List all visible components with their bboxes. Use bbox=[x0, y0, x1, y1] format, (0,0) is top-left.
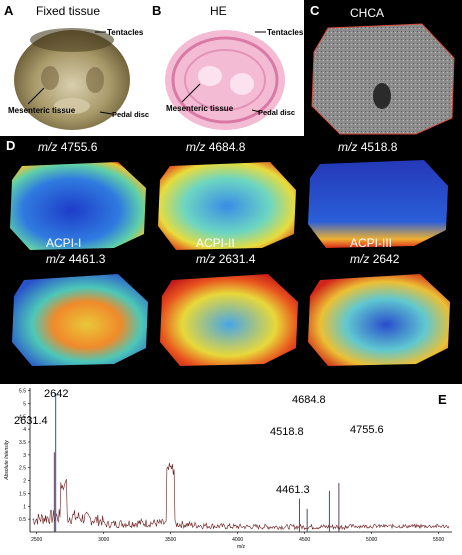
panel-a-title: Fixed tissue bbox=[36, 4, 101, 18]
image-5-prefix: m/z bbox=[196, 252, 216, 266]
image-3-prefix: m/z bbox=[338, 140, 358, 154]
y-tick-label-10: 0.5 bbox=[19, 517, 26, 523]
image-5-name: ACPI-II bbox=[196, 236, 235, 250]
x-tick-label-6: 5500 bbox=[433, 537, 444, 543]
panel-c-title: CHCA bbox=[350, 6, 385, 20]
mass-spectrum-chart: 5.5 5 4.5 4 3.5 3 2.5 2 1.5 1 0.5 2500 3000 3500 4000 4… bbox=[4, 388, 452, 550]
image-4-name: ACPI-I bbox=[46, 236, 82, 250]
x-tick-label-2: 3500 bbox=[165, 537, 176, 543]
label-a-mesenteric: Mesenteric tissue bbox=[8, 106, 76, 115]
peak-label-4755: 4755.6 bbox=[350, 424, 384, 436]
image-6-name: ACPI-III bbox=[350, 236, 393, 250]
x-axis-label: m/z bbox=[237, 544, 246, 550]
peak-label-4461: 4461.3 bbox=[276, 484, 310, 496]
panel-letter-b: B bbox=[152, 3, 162, 18]
image-label-3: m/z 4518.8 bbox=[338, 140, 397, 154]
image-1-value: 4755.6 bbox=[60, 140, 98, 154]
label-a-pedal: Pedal disc bbox=[112, 110, 150, 119]
label-a-tentacles: Tentacles bbox=[107, 28, 144, 37]
y-tick-label-3: 4 bbox=[23, 427, 26, 433]
panel-letter-c: C bbox=[310, 3, 320, 18]
ms-heatmaps bbox=[10, 160, 450, 366]
y-tick-label-7: 2 bbox=[23, 479, 26, 485]
y-tick-label-5: 3 bbox=[23, 453, 26, 459]
x-tick-label-5: 5000 bbox=[366, 537, 377, 543]
image-label-5: m/z 2631.4 bbox=[196, 252, 255, 266]
fixed-tissue-photo bbox=[14, 28, 130, 130]
spectrum-trace bbox=[32, 462, 450, 531]
y-tick-label-2: 4.5 bbox=[19, 414, 26, 420]
image-label-6: m/z 2642 bbox=[350, 252, 399, 266]
x-tick-label-0: 2500 bbox=[31, 537, 42, 543]
image-4-value: 4461.3 bbox=[68, 252, 106, 266]
y-tick-label-1: 5 bbox=[23, 401, 26, 407]
image-5-value: 2631.4 bbox=[218, 252, 256, 266]
panel-letter-e: E bbox=[438, 392, 447, 407]
y-tick-label-4: 3.5 bbox=[19, 440, 26, 446]
peak-label-4684: 4684.8 bbox=[292, 394, 326, 406]
y-tick-label-8: 1.5 bbox=[19, 491, 26, 497]
y-tick-label-0: 5.5 bbox=[19, 389, 26, 395]
peak-label-2642: 2642 bbox=[44, 388, 69, 400]
label-b-mesenteric: Mesenteric tissue bbox=[166, 104, 234, 113]
image-label-1: m/z 4755.6 bbox=[38, 140, 97, 154]
he-stained-section bbox=[165, 30, 285, 130]
mass-spectrum-panel: 5.5 5 4.5 4 3.5 3 2.5 2 1.5 1 0.5 2500 3000 3500 4000 4… bbox=[0, 384, 462, 550]
image-3-value: 4518.8 bbox=[360, 140, 398, 154]
x-tick-label-4: 4500 bbox=[299, 537, 310, 543]
panel-b-title: HE bbox=[210, 4, 227, 18]
image-label-2: m/z 4684.8 bbox=[186, 140, 245, 154]
image-label-4: m/z 4461.3 bbox=[46, 252, 105, 266]
image-1-prefix: m/z bbox=[38, 140, 58, 154]
image-4-prefix: m/z bbox=[46, 252, 66, 266]
x-tick-label-1: 3000 bbox=[98, 537, 109, 543]
chca-matrix-image bbox=[311, 23, 455, 135]
panel-letter-a: A bbox=[4, 3, 14, 18]
image-6-prefix: m/z bbox=[350, 252, 370, 266]
panel-letter-d: D bbox=[6, 138, 16, 153]
image-2-value: 4684.8 bbox=[208, 140, 246, 154]
peak-label-2631: 2631.4 bbox=[14, 415, 48, 427]
x-tick-label-3: 4000 bbox=[232, 537, 243, 543]
image-6-value: 2642 bbox=[372, 252, 400, 266]
y-tick-label-9: 1 bbox=[23, 504, 26, 510]
y-axis-label: Absolute Intensity bbox=[4, 440, 10, 481]
label-b-tentacles: Tentacles bbox=[267, 28, 304, 37]
peak-label-4518: 4518.8 bbox=[270, 426, 304, 438]
image-2-prefix: m/z bbox=[186, 140, 206, 154]
label-b-pedal: Pedal disc bbox=[258, 108, 296, 117]
y-tick-label-6: 2.5 bbox=[19, 466, 26, 472]
